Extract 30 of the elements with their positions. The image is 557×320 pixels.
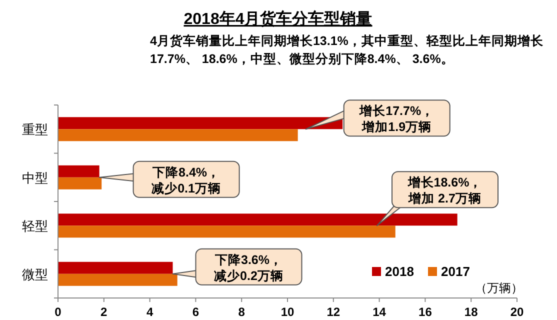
bar — [58, 262, 173, 274]
annotation: 增长17.7%，增加1.9万辆 — [358, 104, 434, 134]
x-tick-label: 18 — [464, 305, 478, 319]
x-tick-label: 10 — [280, 305, 294, 319]
x-tick-label: 12 — [326, 305, 340, 319]
y-tick-label: 中型 — [22, 170, 48, 186]
legend-label: 2017 — [441, 264, 470, 279]
x-tick-label: 8 — [238, 305, 246, 319]
x-tick-label: 0 — [54, 305, 62, 319]
chart-subtitle: 4月货车销量比上年同期增长13.1%，其中重型、轻型比上年同期增长17.7%、 18.6%，中型、微型分别下降8.4%、 3.6%。 — [150, 33, 544, 68]
y-tick-label: 轻型 — [22, 218, 48, 234]
bar — [58, 165, 100, 178]
x-tick-label: 20 — [510, 305, 524, 319]
annotation: 下降3.6%，减少0.2万辆 — [214, 252, 284, 283]
legend-label: 2018 — [385, 264, 414, 279]
x-tick-label: 4 — [146, 305, 154, 319]
bar — [58, 274, 178, 286]
x-tick-label: 2 — [100, 305, 108, 319]
chart-title: 2018年4月货车分车型销量 — [184, 10, 372, 28]
x-axis-title: （万辆） — [475, 281, 523, 295]
x-tick-label: 16 — [418, 305, 432, 319]
x-tick-label: 6 — [192, 305, 200, 319]
y-tick-label: 微型 — [22, 266, 48, 282]
x-tick-label: 14 — [372, 305, 386, 319]
annotation: 下降8.4%，减少0.1万辆 — [152, 165, 222, 196]
bar — [58, 129, 298, 142]
y-tick-label: 重型 — [22, 122, 48, 138]
bar — [58, 177, 102, 190]
annotation: 增长18.6%，增加 2.7万辆 — [406, 176, 482, 206]
bar — [58, 226, 396, 238]
